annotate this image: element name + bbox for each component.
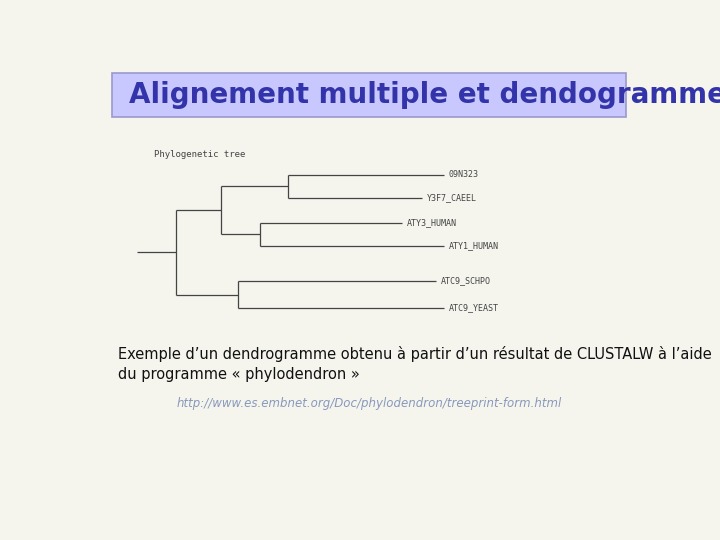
Text: Alignement multiple et dendogramme: Alignement multiple et dendogramme	[129, 81, 720, 109]
Text: Phylogenetic tree: Phylogenetic tree	[154, 150, 246, 159]
Text: ATC9_YEAST: ATC9_YEAST	[449, 303, 499, 313]
FancyBboxPatch shape	[112, 73, 626, 117]
Text: 09N323: 09N323	[449, 171, 479, 179]
Text: Exemple d’un dendrogramme obtenu à partir d’un résultat de CLUSTALW à l’aide: Exemple d’un dendrogramme obtenu à parti…	[118, 346, 711, 362]
Text: http://www.es.embnet.org/Doc/phylodendron/treeprint-form.html: http://www.es.embnet.org/Doc/phylodendro…	[176, 397, 562, 410]
Text: ATY1_HUMAN: ATY1_HUMAN	[449, 241, 499, 250]
Text: ATC9_SCHPO: ATC9_SCHPO	[441, 276, 490, 286]
Text: Y3F7_CAEEL: Y3F7_CAEEL	[426, 193, 477, 202]
Text: ATY3_HUMAN: ATY3_HUMAN	[407, 218, 457, 227]
Text: du programme « phylodendron »: du programme « phylodendron »	[118, 367, 360, 382]
